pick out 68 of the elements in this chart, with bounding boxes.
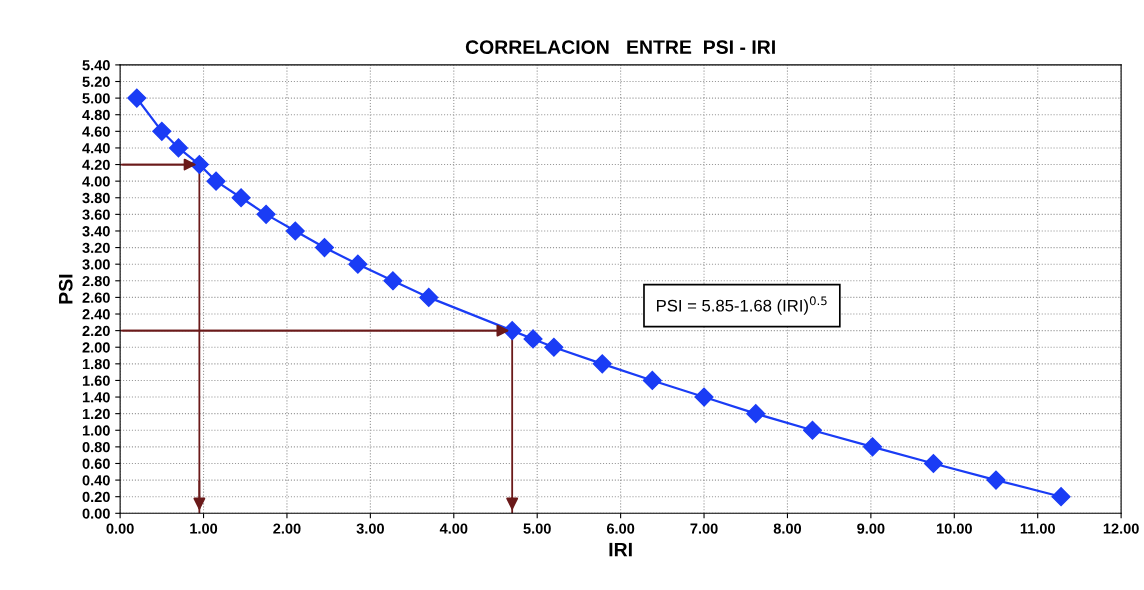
y-axis-title: PSI: [58, 274, 73, 304]
annotation: PSI = 5.85-1.68 (IRI)$^{0.5}$: [657, 296, 827, 315]
point: [127, 88, 147, 108]
y-tick-label: 5.20: [82, 76, 110, 87]
y-tick-label: 4.00: [82, 176, 110, 187]
y-tick-label: 0.40: [82, 475, 110, 486]
point: [642, 370, 662, 390]
point: [694, 387, 714, 407]
point: [1051, 487, 1071, 507]
y-tick-label: 1.20: [82, 408, 110, 420]
point: [592, 354, 612, 374]
x-tick-label: 11.00: [1020, 523, 1055, 534]
x-tick-label: 4.00: [439, 523, 468, 534]
x-axis-title: IRI: [609, 542, 632, 557]
point: [231, 188, 251, 208]
y-tick-label: 1.00: [82, 425, 110, 436]
x-tick-label: 2.00: [273, 523, 301, 534]
x-tick-label: 8.00: [773, 523, 802, 534]
y-tick-label: 0.20: [82, 491, 110, 503]
point: [923, 453, 943, 474]
x-tick-label: 5.00: [523, 523, 551, 534]
point: [802, 420, 823, 440]
x-tick-label: 7.00: [690, 523, 718, 534]
x-tick-label: 10.00: [936, 523, 972, 534]
y-tick-label: 5.40: [82, 60, 110, 71]
point: [314, 238, 335, 258]
point: [256, 204, 276, 224]
y-tick-label: 5.00: [82, 93, 110, 104]
y-tick-label: 0.60: [82, 458, 110, 469]
x-tick-label: 12.00: [1103, 523, 1139, 534]
y-tick-label: 4.20: [82, 159, 110, 170]
x-tick-label: 1.00: [190, 523, 218, 534]
point: [986, 470, 1006, 490]
y-tick-label: 4.40: [82, 143, 110, 154]
y-tick-label: 2.20: [82, 325, 110, 337]
y-tick-label: 1.40: [82, 392, 110, 403]
point: [746, 404, 766, 424]
point: [502, 321, 522, 341]
y-tick-label: 3.00: [82, 259, 110, 270]
chart-title: CORRELACION ENTRE PSI - IRI: [465, 40, 775, 54]
point: [523, 329, 543, 349]
point: [863, 437, 883, 457]
y-tick-label: 2.40: [82, 309, 110, 320]
point: [285, 221, 305, 241]
x-tick-label: 9.00: [857, 523, 885, 534]
point: [206, 171, 226, 191]
y-tick-label: 4.60: [82, 126, 110, 137]
x-tick-label: 3.00: [356, 523, 384, 534]
y-tick-label: 4.80: [82, 109, 110, 121]
y-tick-label: 1.60: [82, 375, 110, 386]
point: [348, 254, 368, 274]
y-tick-label: 3.20: [82, 242, 110, 254]
y-tick-label: 1.80: [82, 358, 110, 370]
y-tick-label: 3.40: [82, 226, 110, 237]
point: [383, 271, 403, 291]
point: [152, 121, 172, 141]
point: [544, 337, 564, 357]
y-tick-label: 0.80: [82, 441, 110, 453]
y-tick-label: 3.80: [82, 192, 110, 204]
y-tick-label: 2.60: [82, 292, 110, 303]
y-tick-label: 0.00: [82, 508, 110, 519]
x-tick-label: 6.00: [606, 523, 635, 534]
y-tick-label: 2.80: [82, 275, 110, 287]
y-tick-label: 3.60: [82, 209, 110, 220]
x-tick-label: 0.00: [106, 523, 134, 534]
point: [168, 138, 189, 158]
point: [419, 287, 439, 307]
y-tick-label: 2.00: [82, 342, 110, 353]
